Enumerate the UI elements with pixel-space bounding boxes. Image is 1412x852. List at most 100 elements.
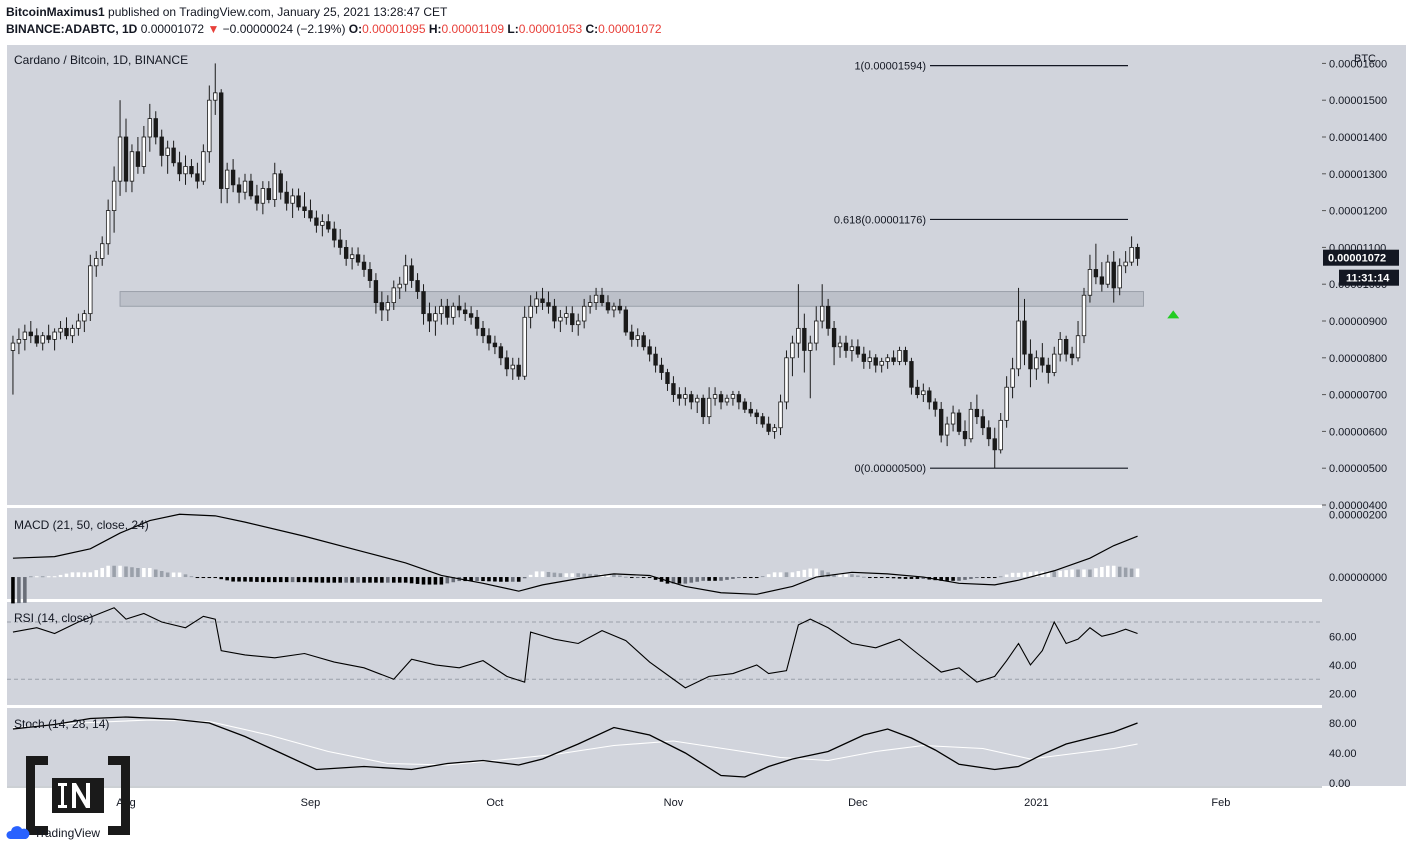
candle-body xyxy=(677,394,682,399)
candle-body xyxy=(1058,338,1063,355)
macd-histogram-bar xyxy=(987,577,991,579)
macd-histogram-bar xyxy=(772,572,777,578)
open-value: 0.00001095 xyxy=(362,22,426,36)
macd-histogram-bar xyxy=(326,577,331,583)
price-change: −0.00000024 (−2.19%) xyxy=(222,22,346,36)
macd-histogram-bar xyxy=(278,577,283,583)
macd-histogram-bar xyxy=(1106,565,1110,578)
macd-histogram-bar xyxy=(64,573,69,578)
macd-histogram-bar xyxy=(261,577,265,583)
macd-histogram-bar xyxy=(766,574,771,578)
macd-histogram-bar xyxy=(701,577,705,581)
macd-histogram-bar xyxy=(249,577,253,582)
candle-body xyxy=(153,118,158,138)
macd-histogram-bar xyxy=(183,574,188,578)
macd-histogram-bar xyxy=(100,567,104,578)
candle-body xyxy=(111,180,117,212)
candle-body xyxy=(927,390,932,403)
macd-histogram-bar xyxy=(754,577,759,579)
candle-body xyxy=(647,346,652,355)
candle-body xyxy=(468,313,474,318)
last-price: 0.00001072 xyxy=(140,22,205,36)
macd-histogram-bar xyxy=(867,577,872,579)
macd-histogram-bar xyxy=(844,574,848,578)
macd-histogram-bar xyxy=(314,577,319,583)
macd-histogram-bar xyxy=(588,573,592,578)
macd-histogram-bar xyxy=(624,576,628,578)
candle-body xyxy=(921,390,926,396)
candle-body xyxy=(849,346,855,351)
macd-histogram-bar xyxy=(58,574,63,578)
macd-histogram-bar xyxy=(356,577,360,583)
macd-histogram-bar xyxy=(1111,565,1116,578)
candle-body xyxy=(457,305,462,311)
macd-histogram-bar xyxy=(76,572,81,578)
candle-body xyxy=(314,217,319,226)
stoch-label: Stoch (14, 28, 14) xyxy=(14,717,109,731)
candle-body xyxy=(808,342,813,351)
candle-body xyxy=(992,438,997,451)
macd-histogram-bar xyxy=(653,577,658,580)
candle-body xyxy=(58,327,63,333)
macd-histogram-bar xyxy=(332,577,337,583)
candle-body xyxy=(266,188,271,200)
current-price-label: 0.00001072 xyxy=(1328,253,1386,265)
candle-body xyxy=(135,151,141,167)
candle-body xyxy=(665,372,670,384)
candle-body xyxy=(433,313,438,322)
candle-body xyxy=(338,239,343,248)
macd-histogram-bar xyxy=(1004,574,1009,578)
rsi-label: RSI (14, close) xyxy=(14,611,93,625)
candle-body xyxy=(451,305,456,318)
candle-body xyxy=(534,298,539,307)
macd-histogram-bar xyxy=(891,577,896,579)
countdown-tag xyxy=(1339,269,1399,286)
candle-body xyxy=(70,327,75,337)
chart-canvas[interactable]: 1(0.00001594) 0.618(0.00001176) 0(0.000005… xyxy=(0,42,1412,820)
candle-body xyxy=(82,313,87,322)
macd-histogram-bar xyxy=(725,577,729,580)
candle-body xyxy=(1046,364,1051,373)
time-axis-label: 2021 xyxy=(1024,797,1048,809)
candle-body xyxy=(52,331,57,340)
macd-histogram-bar xyxy=(255,577,259,582)
candle-body xyxy=(718,394,724,403)
macd-histogram-bar xyxy=(463,577,467,582)
macd-histogram-bar xyxy=(469,577,473,582)
candle-body xyxy=(956,412,962,432)
macd-histogram-bar xyxy=(94,570,99,578)
candle-body xyxy=(825,305,831,329)
macd-histogram-bar xyxy=(391,577,396,583)
macd-histogram-bar xyxy=(1064,570,1068,578)
low-label: L: xyxy=(507,22,519,36)
candle-body xyxy=(1099,276,1105,285)
macd-histogram-bar xyxy=(998,576,1003,578)
macd-histogram-bar xyxy=(445,577,450,584)
macd-histogram-bar xyxy=(267,577,271,583)
candle-body xyxy=(439,305,444,315)
candle-body xyxy=(165,147,170,156)
time-axis-label: Sep xyxy=(301,797,321,809)
macd-histogram-bar xyxy=(760,576,765,578)
candle-body xyxy=(22,331,28,340)
macd-histogram-bar xyxy=(743,577,747,579)
candle-body xyxy=(748,408,753,414)
macd-histogram-bar xyxy=(106,565,110,578)
price-tick-label: 0.00000600 xyxy=(1329,426,1387,438)
candle-body xyxy=(605,302,611,311)
macd-histogram-bar xyxy=(409,577,414,584)
tradingview-footer[interactable]: TradingView xyxy=(6,826,100,840)
candle-body xyxy=(736,394,742,403)
price-tick-label: 0.00000900 xyxy=(1329,316,1387,328)
candle-body xyxy=(980,416,986,429)
candle-body xyxy=(915,386,920,395)
macd-histogram-bar xyxy=(748,577,753,579)
candle-body xyxy=(46,335,51,340)
candle-body xyxy=(254,195,260,204)
currency-label: BTC xyxy=(1354,53,1376,65)
publisher-name[interactable]: BitcoinMaximus1 xyxy=(6,5,105,19)
candle-body xyxy=(290,195,295,204)
chart-area[interactable]: 1(0.00001594) 0.618(0.00001176) 0(0.000005… xyxy=(0,42,1412,820)
macd-histogram-bar xyxy=(397,577,402,583)
macd-histogram-bar xyxy=(213,577,218,579)
